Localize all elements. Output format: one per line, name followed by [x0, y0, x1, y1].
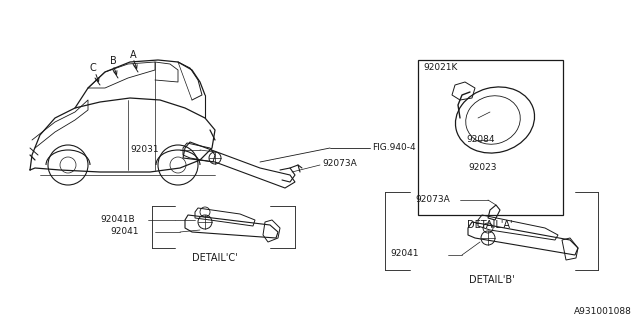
Text: C: C	[90, 63, 97, 73]
Text: 92023: 92023	[468, 164, 497, 172]
Text: DETAIL'B': DETAIL'B'	[469, 275, 515, 285]
Text: 92084: 92084	[466, 135, 495, 145]
Text: 92031: 92031	[130, 145, 159, 154]
Text: B: B	[110, 56, 116, 66]
Text: 92073A: 92073A	[415, 195, 450, 204]
Bar	[418, 60, 563, 215]
Text: A: A	[130, 50, 136, 60]
Text: 92073A: 92073A	[322, 158, 356, 167]
Text: 92041B: 92041B	[100, 214, 134, 223]
Text: DETAIL'A': DETAIL'A'	[467, 220, 513, 230]
Text: A931001088: A931001088	[574, 308, 632, 316]
Text: DETAIL'C': DETAIL'C'	[192, 253, 238, 263]
Text: 92041: 92041	[390, 250, 419, 259]
Text: FIG.940-4: FIG.940-4	[372, 142, 415, 151]
Text: 92041: 92041	[110, 227, 138, 236]
Text: 92021K: 92021K	[423, 63, 458, 73]
